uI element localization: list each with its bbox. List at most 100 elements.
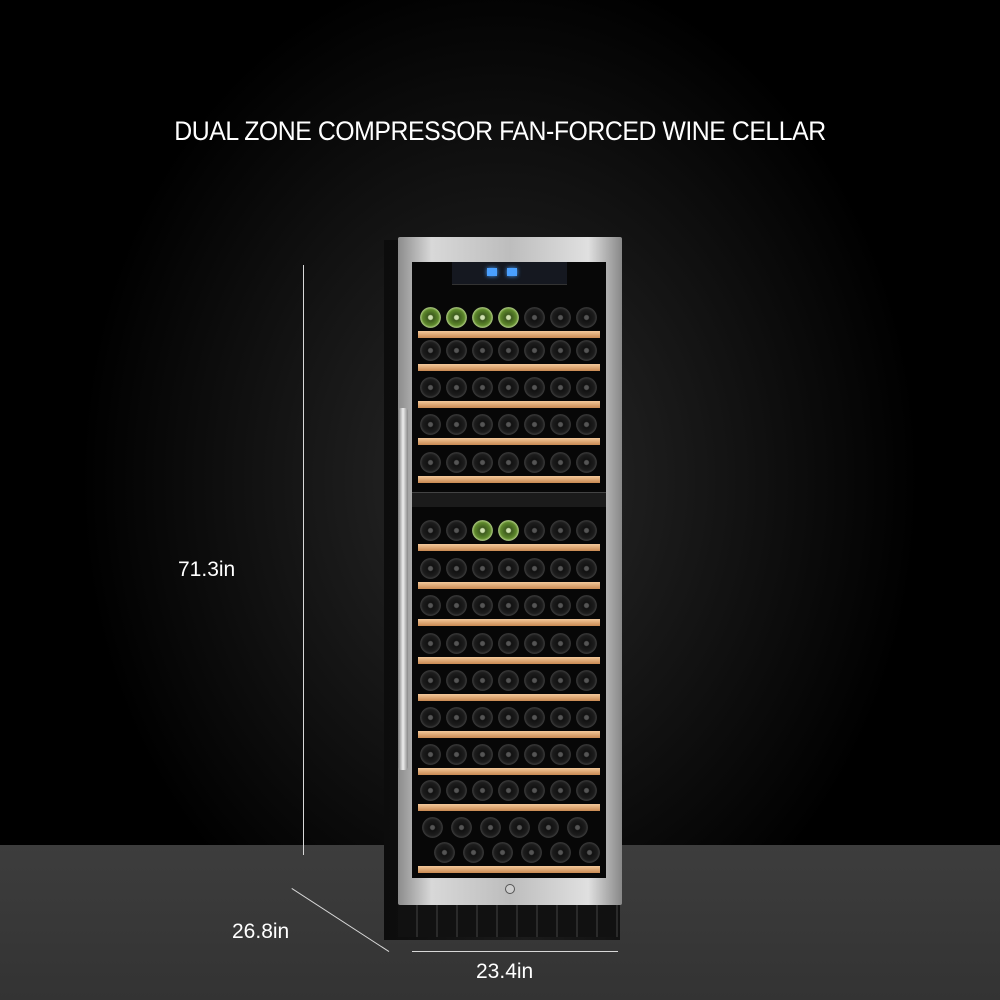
- wine-bottle: [472, 377, 493, 398]
- wine-bottle: [524, 595, 545, 616]
- width-dimension-line: [412, 951, 618, 952]
- width-dimension-label: 23.4in: [476, 960, 534, 983]
- wine-bottle: [420, 707, 441, 728]
- wine-bottle: [446, 707, 467, 728]
- wine-bottle: [524, 780, 545, 801]
- wine-bottle: [422, 817, 443, 838]
- wine-bottle: [472, 558, 493, 579]
- door-glass: [412, 262, 606, 878]
- zone-divider: [412, 492, 606, 507]
- wine-bottle: [550, 307, 571, 328]
- wine-bottle: [420, 633, 441, 654]
- wine-bottle: [498, 558, 519, 579]
- wine-shelf[interactable]: [418, 768, 600, 775]
- bottom-vent: [398, 905, 620, 937]
- wine-bottle: [538, 817, 559, 838]
- wine-bottle: [524, 558, 545, 579]
- wine-bottle: [524, 307, 545, 328]
- wine-bottle: [420, 520, 441, 541]
- wine-bottle: [550, 452, 571, 473]
- wine-bottle: [420, 377, 441, 398]
- wine-shelf[interactable]: [418, 476, 600, 483]
- control-panel[interactable]: [452, 262, 567, 285]
- wine-bottle: [420, 670, 441, 691]
- wine-bottle: [524, 744, 545, 765]
- wine-shelf[interactable]: [418, 364, 600, 371]
- wine-bottle: [498, 780, 519, 801]
- wine-bottle: [446, 633, 467, 654]
- wine-bottle: [498, 414, 519, 435]
- wine-shelf[interactable]: [418, 694, 600, 701]
- wine-bottle: [446, 307, 467, 328]
- wine-bottle: [446, 780, 467, 801]
- wine-bottle: [576, 595, 597, 616]
- wine-bottle: [446, 558, 467, 579]
- wine-bottle: [472, 452, 493, 473]
- wine-bottle: [451, 817, 472, 838]
- wine-bottle: [446, 670, 467, 691]
- wine-shelf[interactable]: [418, 619, 600, 626]
- wine-bottle: [420, 595, 441, 616]
- wine-bottle: [567, 817, 588, 838]
- wine-bottle: [472, 340, 493, 361]
- wine-bottle: [576, 633, 597, 654]
- wine-bottle: [420, 744, 441, 765]
- wine-bottle: [550, 744, 571, 765]
- wine-shelf[interactable]: [418, 401, 600, 408]
- wine-bottle: [420, 452, 441, 473]
- wine-bottle: [472, 744, 493, 765]
- wine-shelf[interactable]: [418, 804, 600, 811]
- wine-bottle: [524, 414, 545, 435]
- wine-bottle: [550, 595, 571, 616]
- wine-bottle: [498, 377, 519, 398]
- page-title: DUAL ZONE COMPRESSOR FAN-FORCED WINE CEL…: [174, 116, 826, 146]
- door-handle[interactable]: [398, 408, 408, 770]
- wine-bottle: [576, 377, 597, 398]
- wine-bottle: [420, 307, 441, 328]
- wine-bottle: [524, 520, 545, 541]
- wine-shelf[interactable]: [418, 544, 600, 551]
- wine-shelf[interactable]: [418, 866, 600, 873]
- wine-bottle: [498, 633, 519, 654]
- wine-bottle: [579, 842, 600, 863]
- wine-bottle: [550, 670, 571, 691]
- wine-bottle: [576, 780, 597, 801]
- wine-bottle: [446, 595, 467, 616]
- wine-bottle: [576, 340, 597, 361]
- wine-bottle: [498, 707, 519, 728]
- height-dimension-line: [303, 265, 304, 855]
- wine-bottle: [550, 707, 571, 728]
- lock-icon[interactable]: [505, 884, 515, 894]
- wine-shelf[interactable]: [418, 331, 600, 338]
- wine-bottle: [472, 780, 493, 801]
- wine-bottle: [434, 842, 455, 863]
- wine-bottle: [550, 633, 571, 654]
- wine-shelf[interactable]: [418, 582, 600, 589]
- wine-shelf[interactable]: [418, 438, 600, 445]
- wine-bottle: [446, 520, 467, 541]
- wine-shelf[interactable]: [418, 731, 600, 738]
- wine-bottle: [446, 340, 467, 361]
- wine-bottle: [576, 307, 597, 328]
- wine-bottle: [463, 842, 484, 863]
- wine-bottle: [446, 414, 467, 435]
- upper-zone-display: [487, 268, 497, 276]
- wine-bottle: [480, 817, 501, 838]
- wine-bottle: [550, 558, 571, 579]
- wine-bottle: [498, 670, 519, 691]
- wine-bottle: [550, 414, 571, 435]
- wine-shelf[interactable]: [418, 657, 600, 664]
- wine-bottle: [420, 558, 441, 579]
- height-dimension-label: 71.3in: [178, 558, 236, 581]
- wine-bottle: [472, 633, 493, 654]
- wine-bottle: [550, 520, 571, 541]
- wine-bottle: [550, 780, 571, 801]
- wine-bottle: [509, 817, 530, 838]
- wine-bottle: [524, 707, 545, 728]
- wine-bottle: [576, 707, 597, 728]
- wine-bottle: [576, 520, 597, 541]
- wine-bottle: [498, 307, 519, 328]
- wine-bottle: [524, 377, 545, 398]
- wine-bottle: [576, 670, 597, 691]
- wine-bottle: [420, 340, 441, 361]
